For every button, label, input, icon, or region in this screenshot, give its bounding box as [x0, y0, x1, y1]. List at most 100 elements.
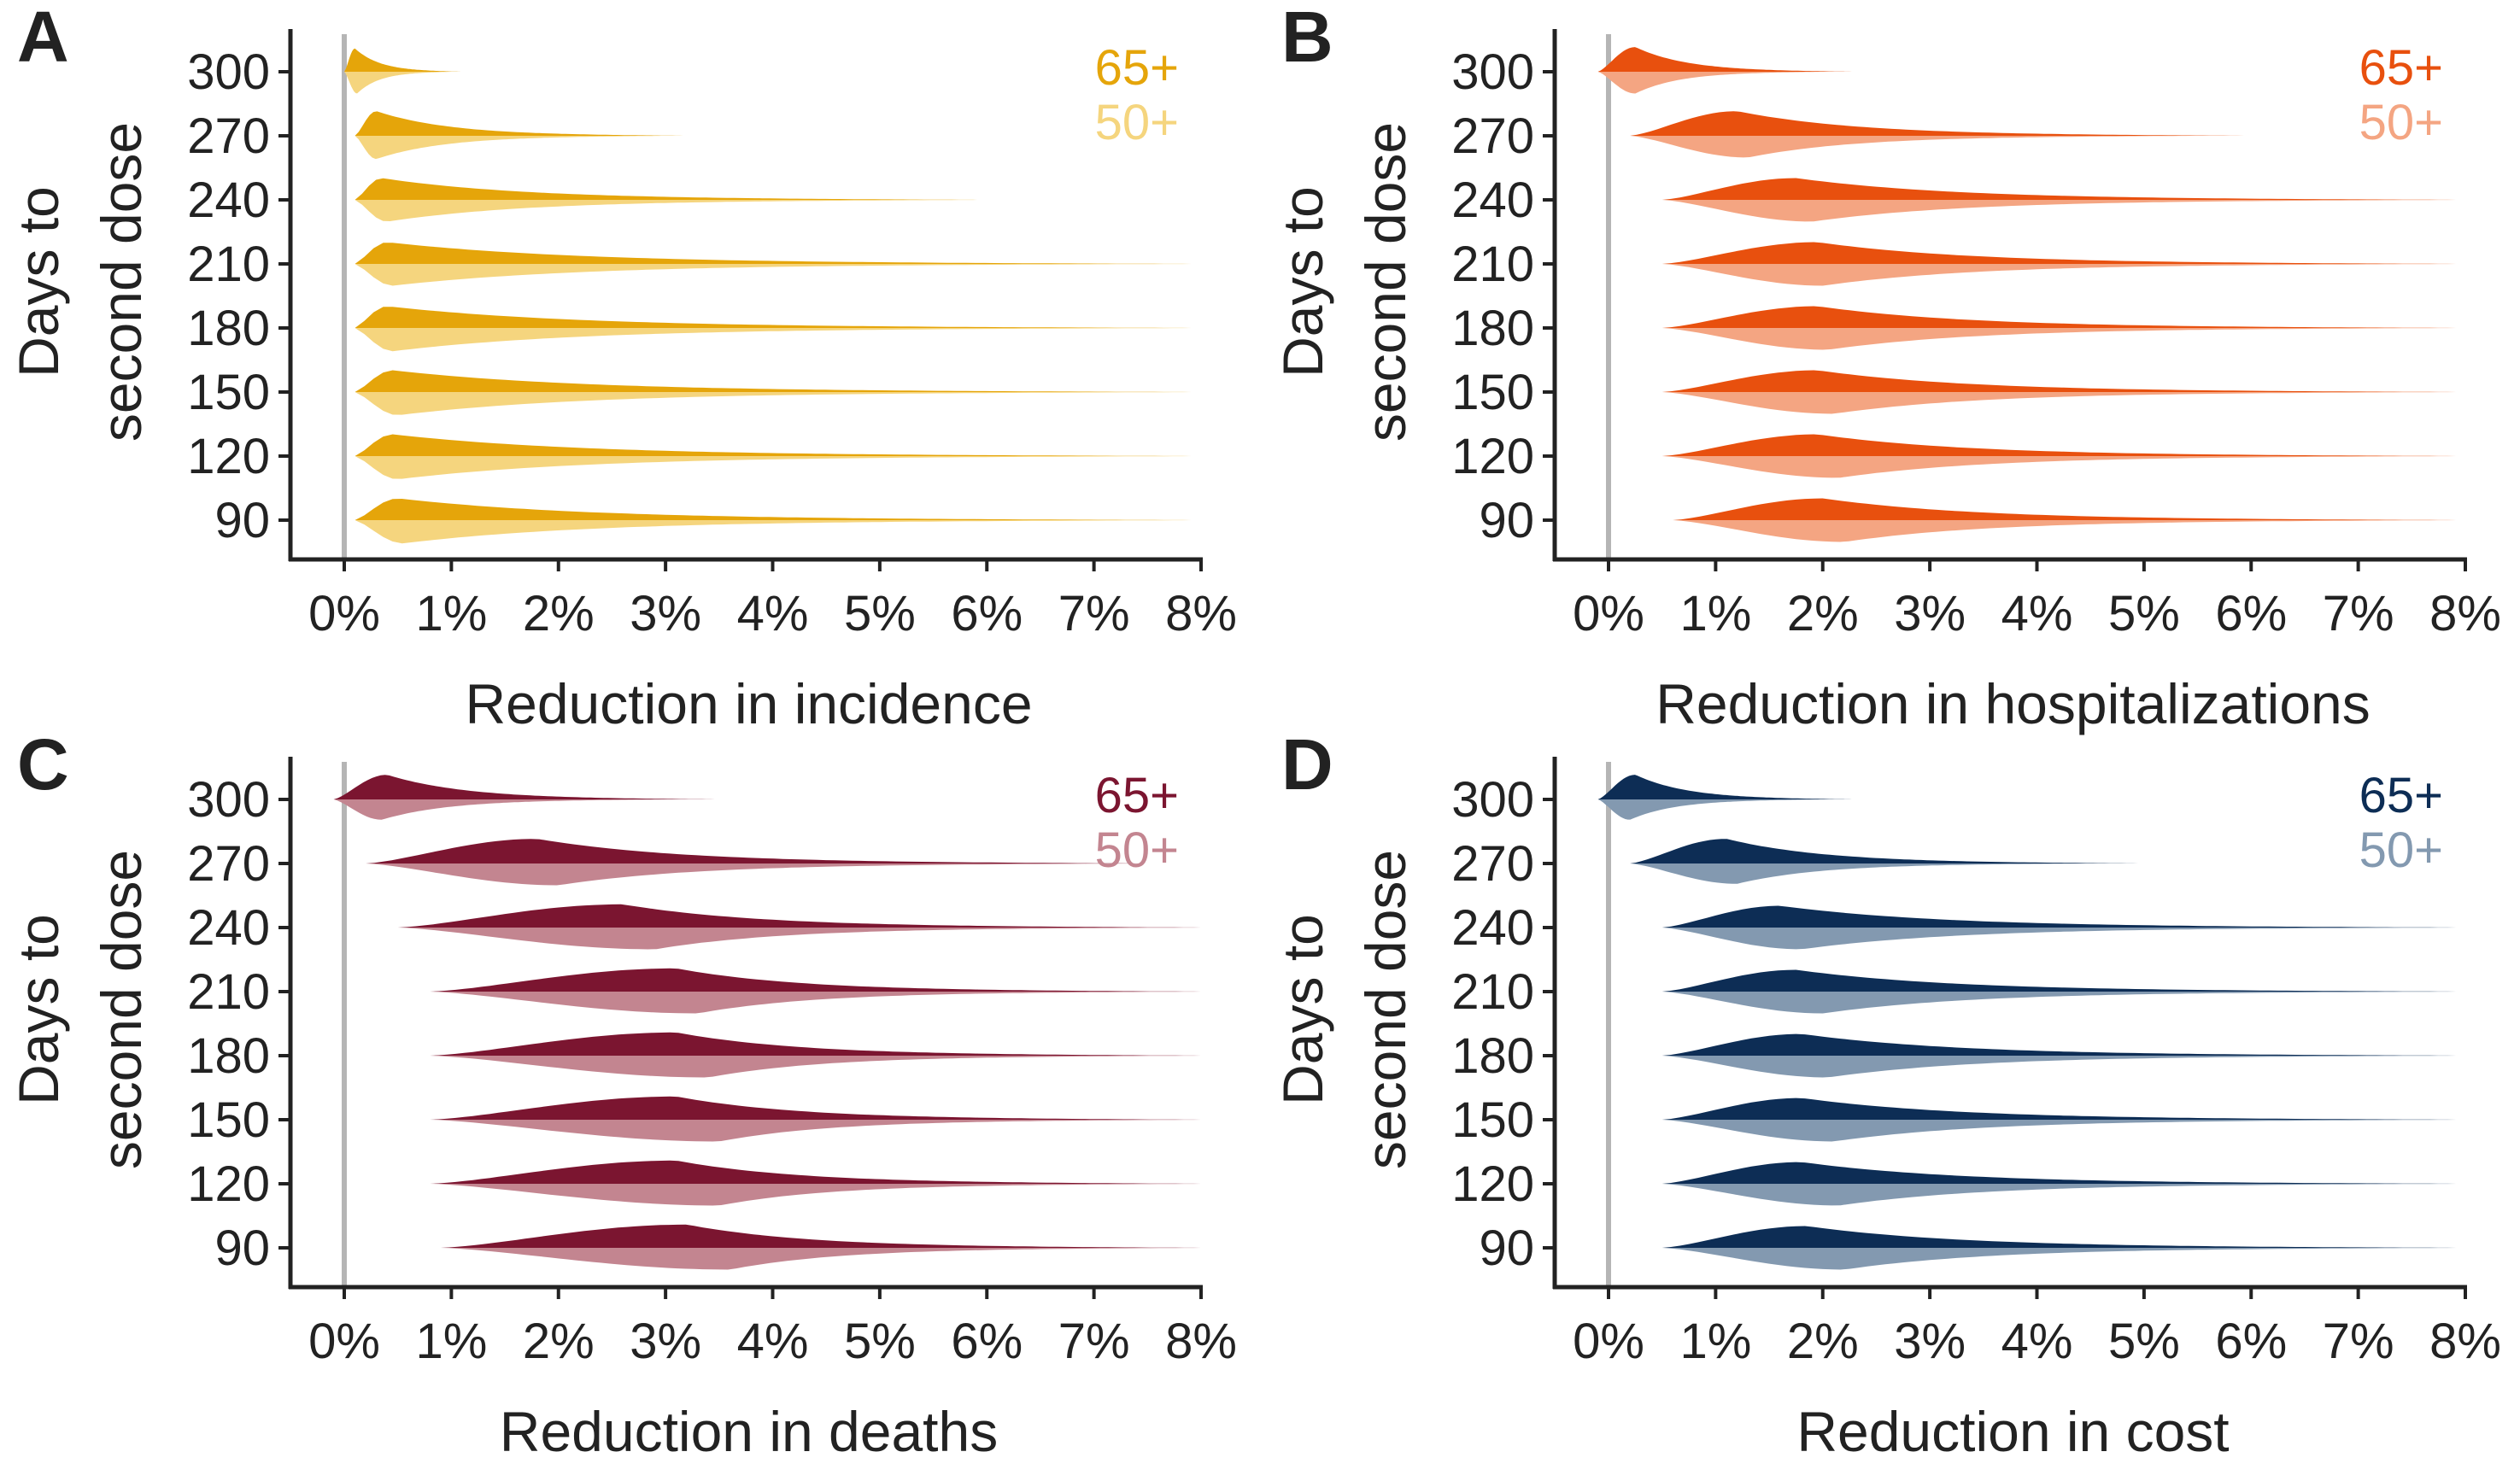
y-tick-label: 150 — [1451, 1092, 1534, 1148]
violin-half-50plus-240 — [1661, 200, 2465, 222]
x-tick-label: 8% — [2429, 1314, 2501, 1369]
legend-entry: 50+ — [1095, 95, 1179, 150]
violin-half-50plus-90 — [1661, 1248, 2465, 1270]
x-tick-label: 1% — [1679, 1314, 1751, 1369]
x-tick-label: 4% — [2001, 586, 2073, 641]
y-axis-title-line2: second dose — [90, 850, 153, 1169]
violin-half-65plus-120 — [1661, 434, 2465, 456]
violin-half-50plus-180 — [430, 1056, 1201, 1078]
y-tick-label: 90 — [1479, 1221, 1534, 1276]
violin-half-65plus-240 — [355, 178, 987, 200]
legend-entry: 50+ — [2359, 95, 2443, 150]
y-axis-title-line2: second dose — [1354, 122, 1417, 442]
violin-half-65plus-90 — [440, 1224, 1201, 1248]
violin-half-50plus-270 — [355, 136, 666, 160]
violin-half-65plus-150 — [355, 370, 1201, 392]
y-tick-label: 270 — [1451, 836, 1534, 892]
y-tick-label: 180 — [187, 1028, 270, 1084]
y-tick-label: 90 — [214, 493, 270, 548]
legend-entry: 65+ — [1095, 40, 1179, 96]
x-tick-label: 4% — [2001, 1314, 2073, 1369]
legend-entry: 65+ — [2359, 40, 2443, 96]
x-tick-label: 1% — [415, 1314, 487, 1369]
x-tick-label: 7% — [1058, 586, 1130, 641]
violin-half-65plus-240 — [1661, 905, 2465, 928]
x-tick-label: 4% — [737, 586, 809, 641]
violin-half-50plus-120 — [430, 1184, 1201, 1206]
x-tick-label: 5% — [844, 1314, 916, 1369]
x-tick-label: 2% — [523, 1314, 595, 1369]
x-tick-label: 2% — [523, 586, 595, 641]
y-tick-label: 300 — [187, 44, 270, 100]
x-tick-label: 6% — [951, 1314, 1023, 1369]
violin-half-50plus-210 — [355, 264, 1201, 286]
violin-half-65plus-180 — [1661, 306, 2465, 328]
violin-half-50plus-120 — [1661, 1184, 2465, 1206]
y-axis-title-line2: second dose — [1354, 850, 1417, 1169]
violin-half-65plus-120 — [1661, 1162, 2465, 1184]
x-tick-label: 3% — [630, 586, 701, 641]
y-axis-title-line1: Days to — [1271, 186, 1334, 378]
violin-half-65plus-210 — [430, 968, 1201, 992]
y-axis-title-line1: Days to — [7, 914, 70, 1105]
y-tick-label: 90 — [214, 1221, 270, 1276]
violin-half-65plus-120 — [430, 1160, 1201, 1184]
violin-half-65plus-180 — [355, 307, 1201, 328]
x-tick-label: 8% — [2429, 586, 2501, 641]
violin-half-65plus-270 — [366, 839, 1148, 863]
y-tick-label: 270 — [187, 108, 270, 164]
x-tick-label: 1% — [1679, 586, 1751, 641]
violin-half-65plus-150 — [1661, 370, 2465, 392]
violin-half-65plus-270 — [1630, 839, 2144, 863]
x-axis-title: Reduction in hospitalizations — [1656, 672, 2371, 735]
y-tick-label: 150 — [1451, 365, 1534, 420]
violin-half-50plus-300 — [1597, 799, 1823, 820]
violin-half-65plus-240 — [1661, 178, 2465, 200]
violin-half-65plus-210 — [1661, 242, 2465, 264]
panel-letter: A — [17, 0, 69, 77]
panel-D: D Days to second dose 300 270 240 210 180 150 120… — [1271, 724, 2501, 1463]
x-tick-label: 3% — [630, 1314, 701, 1369]
x-tick-label: 2% — [1787, 586, 1859, 641]
panel-B: B Days to second dose 300 270 240 210 180 150 120… — [1271, 0, 2501, 735]
violin-half-65plus-180 — [430, 1032, 1201, 1056]
y-tick-label: 240 — [1451, 900, 1534, 956]
y-tick-label: 300 — [187, 772, 270, 828]
violin-half-50plus-120 — [355, 456, 1201, 479]
violin-half-50plus-90 — [1673, 520, 2465, 542]
x-tick-label: 8% — [1165, 1314, 1237, 1369]
panel-letter: B — [1281, 0, 1333, 77]
x-axis-title: Reduction in incidence — [465, 672, 1032, 735]
x-tick-label: 0% — [308, 1314, 380, 1369]
violin-half-50plus-150 — [1661, 392, 2465, 414]
y-tick-label: 90 — [1479, 493, 1534, 548]
violin-half-50plus-300 — [1597, 72, 1823, 94]
legend-entry: 50+ — [1095, 822, 1179, 878]
y-tick-label: 120 — [187, 429, 270, 484]
y-tick-label: 240 — [187, 173, 270, 228]
x-tick-label: 7% — [2323, 1314, 2394, 1369]
panel-A: A Days to second dose 300 270 240 210 180 150 120… — [7, 0, 1237, 735]
y-tick-label: 180 — [1451, 1028, 1534, 1084]
violin-half-50plus-270 — [366, 863, 1148, 886]
violin-half-50plus-120 — [1661, 456, 2465, 478]
y-axis-title-line1: Days to — [7, 186, 70, 378]
violin-half-65plus-180 — [1661, 1033, 2465, 1056]
violin-half-50plus-270 — [1630, 863, 2091, 884]
violin-half-50plus-180 — [1661, 1056, 2465, 1078]
x-tick-label: 5% — [2108, 1314, 2180, 1369]
x-tick-label: 7% — [1058, 1314, 1130, 1369]
y-axis-title-line2: second dose — [90, 122, 153, 442]
x-tick-label: 1% — [415, 586, 487, 641]
y-tick-label: 270 — [1451, 108, 1534, 164]
x-tick-label: 6% — [2215, 586, 2287, 641]
panel-letter: C — [17, 724, 69, 805]
violin-half-50plus-150 — [430, 1120, 1201, 1142]
y-tick-label: 120 — [1451, 429, 1534, 484]
y-tick-label: 240 — [1451, 173, 1534, 228]
violin-half-65plus-150 — [430, 1096, 1201, 1120]
x-axis-title: Reduction in cost — [1796, 1400, 2229, 1463]
violin-half-65plus-90 — [355, 499, 1201, 520]
x-tick-label: 5% — [2108, 586, 2180, 641]
